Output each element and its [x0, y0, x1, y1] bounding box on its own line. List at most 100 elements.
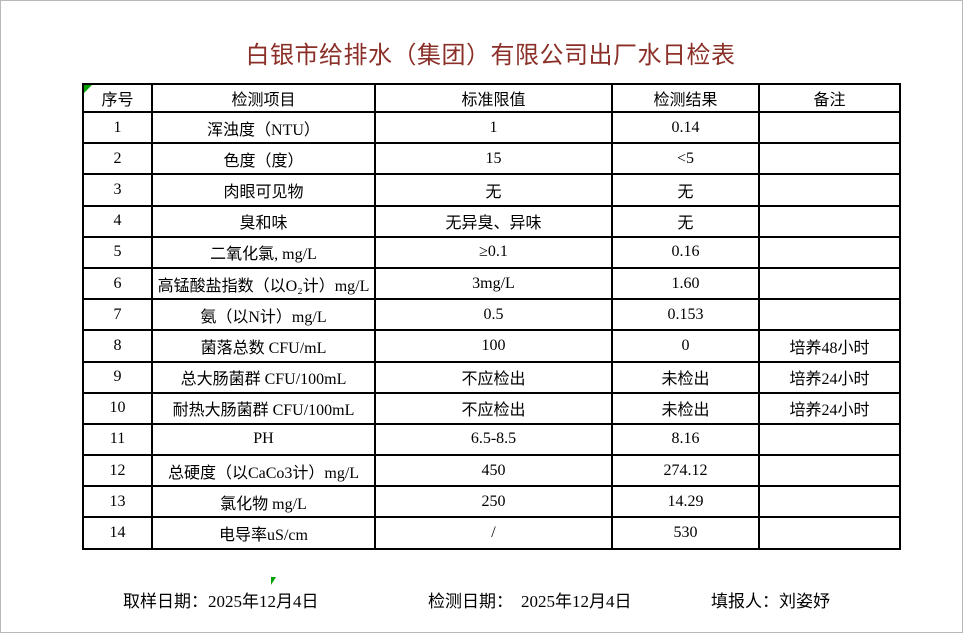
cell-index: 6 [82, 266, 153, 301]
cell-standard: 100 [374, 329, 613, 363]
cell-index: 12 [82, 454, 153, 488]
column-header-remark: 备注 [758, 83, 901, 113]
cell-index: 10 [82, 391, 153, 425]
cell-index: 14 [82, 516, 153, 550]
cell-item: 总大肠菌群 CFU/100mL [151, 360, 376, 394]
test-date-label: 检测日期： [428, 592, 513, 611]
cell-result: 未检出 [611, 391, 760, 425]
cell-item: PH [151, 422, 376, 457]
reporter: 填报人：刘姿妤 [711, 587, 830, 612]
cell-item: 氨（以N计）mg/L [151, 298, 376, 332]
table-row: 4 臭和味 无异臭、异味 无 [82, 204, 901, 238]
cell-item: 浑浊度（NTU） [151, 110, 376, 145]
cell-item: 氯化物 mg/L [151, 485, 376, 519]
cell-standard: 不应检出 [374, 391, 613, 425]
cell-result: 0 [611, 329, 760, 363]
cell-index: 4 [82, 204, 153, 238]
cell-remark: 培养48小时 [758, 329, 901, 363]
cell-index: 1 [82, 110, 153, 145]
cell-item: 二氧化氯, mg/L [151, 235, 376, 269]
cell-item: 高锰酸盐指数（以O₂计）mg/L [151, 266, 376, 301]
cell-remark [758, 485, 901, 519]
cell-result: 1.60 [611, 266, 760, 301]
cell-index: 7 [82, 298, 153, 332]
cell-index: 13 [82, 485, 153, 519]
excel-error-marker-icon [271, 577, 276, 585]
cell-index: 8 [82, 329, 153, 363]
cell-index: 9 [82, 360, 153, 394]
footer: 取样日期：2025年12月4日 检测日期： 2025年12月4日 填报人：刘姿妤 [1, 587, 963, 612]
table-row: 10 耐热大肠菌群 CFU/100mL 不应检出 未检出 培养24小时 [82, 391, 901, 425]
cell-remark [758, 235, 901, 269]
cell-item: 色度（度） [151, 142, 376, 176]
cell-standard: 0.5 [374, 298, 613, 332]
cell-item: 肉眼可见物 [151, 173, 376, 207]
sampling-date: 取样日期：2025年12月4日 [123, 587, 319, 612]
cell-standard: ≥0.1 [374, 235, 613, 269]
column-header-index: 序号 [82, 83, 153, 113]
cell-index: 5 [82, 235, 153, 269]
cell-result: 14.29 [611, 485, 760, 519]
cell-remark [758, 173, 901, 207]
cell-standard: 无异臭、异味 [374, 204, 613, 238]
cell-result: <5 [611, 142, 760, 176]
table-row: 3 肉眼可见物 无 无 [82, 173, 901, 207]
cell-result: 未检出 [611, 360, 760, 394]
column-header-standard: 标准限值 [374, 83, 613, 113]
cell-standard: 无 [374, 173, 613, 207]
cell-standard: / [374, 516, 613, 550]
cell-item: 臭和味 [151, 204, 376, 238]
cell-remark [758, 204, 901, 238]
test-date: 检测日期： 2025年12月4日 [428, 587, 632, 612]
cell-result: 无 [611, 204, 760, 238]
table-row: 14 电导率uS/cm / 530 [82, 516, 901, 550]
cell-remark [758, 454, 901, 488]
table-row: 5 二氧化氯, mg/L ≥0.1 0.16 [82, 235, 901, 269]
table-header-row: 序号 检测项目 标准限值 检测结果 备注 [82, 83, 901, 113]
column-header-result: 检测结果 [611, 83, 760, 113]
cell-standard: 6.5-8.5 [374, 422, 613, 457]
cell-item: 总硬度（以CaCo3计）mg/L [151, 454, 376, 488]
cell-index: 3 [82, 173, 153, 207]
cell-item: 电导率uS/cm [151, 516, 376, 550]
cell-result: 0.14 [611, 110, 760, 145]
cell-result: 0.16 [611, 235, 760, 269]
cell-remark [758, 142, 901, 176]
table-row: 7 氨（以N计）mg/L 0.5 0.153 [82, 298, 901, 332]
cell-remark [758, 110, 901, 145]
cell-result: 无 [611, 173, 760, 207]
cell-remark [758, 516, 901, 550]
table-row: 13 氯化物 mg/L 250 14.29 [82, 485, 901, 519]
table-row: 12 总硬度（以CaCo3计）mg/L 450 274.12 [82, 454, 901, 488]
table-row: 8 菌落总数 CFU/mL 100 0 培养48小时 [82, 329, 901, 363]
cell-remark [758, 266, 901, 301]
cell-result: 530 [611, 516, 760, 550]
cell-standard: 3mg/L [374, 266, 613, 301]
column-header-item: 检测项目 [151, 83, 376, 113]
sampling-date-value: 2025年12月4日 [208, 592, 319, 611]
cell-standard: 250 [374, 485, 613, 519]
table-row: 1 浑浊度（NTU） 1 0.14 [82, 110, 901, 145]
cell-item: 菌落总数 CFU/mL [151, 329, 376, 363]
cell-remark [758, 422, 901, 457]
cell-remark [758, 298, 901, 332]
cell-item: 耐热大肠菌群 CFU/100mL [151, 391, 376, 425]
cell-index: 11 [82, 422, 153, 457]
cell-index: 2 [82, 142, 153, 176]
table-row: 2 色度（度） 15 <5 [82, 142, 901, 176]
cell-result: 274.12 [611, 454, 760, 488]
cell-standard: 450 [374, 454, 613, 488]
reporter-label: 填报人： [711, 592, 779, 611]
cell-remark: 培养24小时 [758, 391, 901, 425]
reporter-value: 刘姿妤 [779, 592, 830, 611]
table-row: 11 PH 6.5-8.5 8.16 [82, 422, 901, 457]
test-date-value: 2025年12月4日 [521, 592, 632, 611]
inspection-table: 序号 检测项目 标准限值 检测结果 备注 1 浑浊度（NTU） 1 0.14 2… [82, 83, 901, 550]
cell-standard: 15 [374, 142, 613, 176]
cell-standard: 不应检出 [374, 360, 613, 394]
sampling-date-label: 取样日期： [123, 592, 208, 611]
cell-remark: 培养24小时 [758, 360, 901, 394]
cell-result: 0.153 [611, 298, 760, 332]
cell-standard: 1 [374, 110, 613, 145]
